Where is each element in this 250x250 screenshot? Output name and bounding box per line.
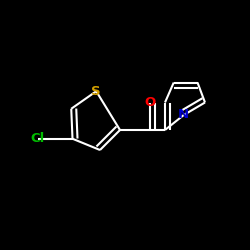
Text: Cl: Cl (30, 132, 44, 145)
Text: N: N (178, 108, 189, 122)
Text: O: O (144, 96, 156, 109)
Text: S: S (92, 85, 101, 98)
